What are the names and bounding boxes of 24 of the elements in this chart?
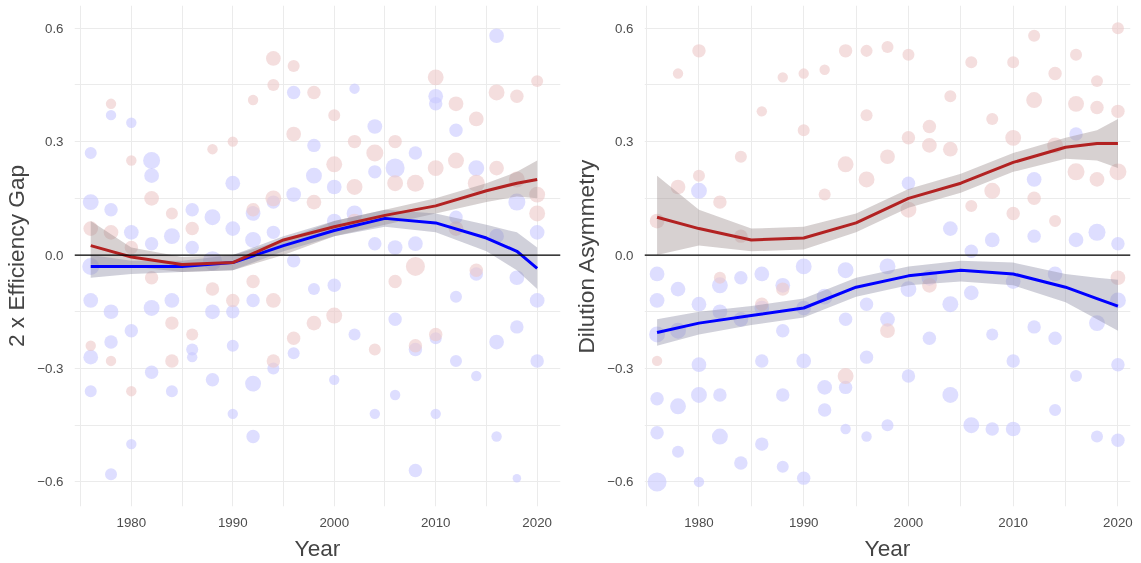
x-tick-label: 2000 <box>319 514 350 530</box>
x-tick-label: 2010 <box>998 514 1029 530</box>
y-tick-label: −0.6 <box>37 474 64 490</box>
x-tick-label: 2020 <box>1103 514 1133 530</box>
x-axis-title: Year <box>864 534 911 561</box>
x-tick-label: 2010 <box>420 514 451 530</box>
x-tick-label: 2020 <box>522 514 552 530</box>
y-tick-label: 0.6 <box>44 20 64 36</box>
y-tick-label: 0.3 <box>614 134 634 150</box>
y-axis-title: Dilution Asymmetry <box>573 159 600 354</box>
y-axis-title: 2 x Efficiency Gap <box>3 164 30 348</box>
x-tick-label: 1990 <box>217 514 248 530</box>
y-tick-label: 0.0 <box>614 247 634 263</box>
x-axis-title: Year <box>294 534 341 561</box>
x-tick-label: 1980 <box>684 514 714 530</box>
y-tick-label: 0.6 <box>614 20 634 36</box>
y-tick-label: 0.3 <box>44 134 64 150</box>
y-tick-label: −0.3 <box>37 360 64 376</box>
x-tick-label: 1980 <box>116 514 147 530</box>
y-tick-label: −0.3 <box>607 360 634 376</box>
y-tick-label: 0.0 <box>44 247 64 263</box>
y-tick-label: −0.6 <box>607 474 634 490</box>
x-tick-label: 1990 <box>788 514 819 530</box>
x-tick-label: 2000 <box>893 514 924 530</box>
